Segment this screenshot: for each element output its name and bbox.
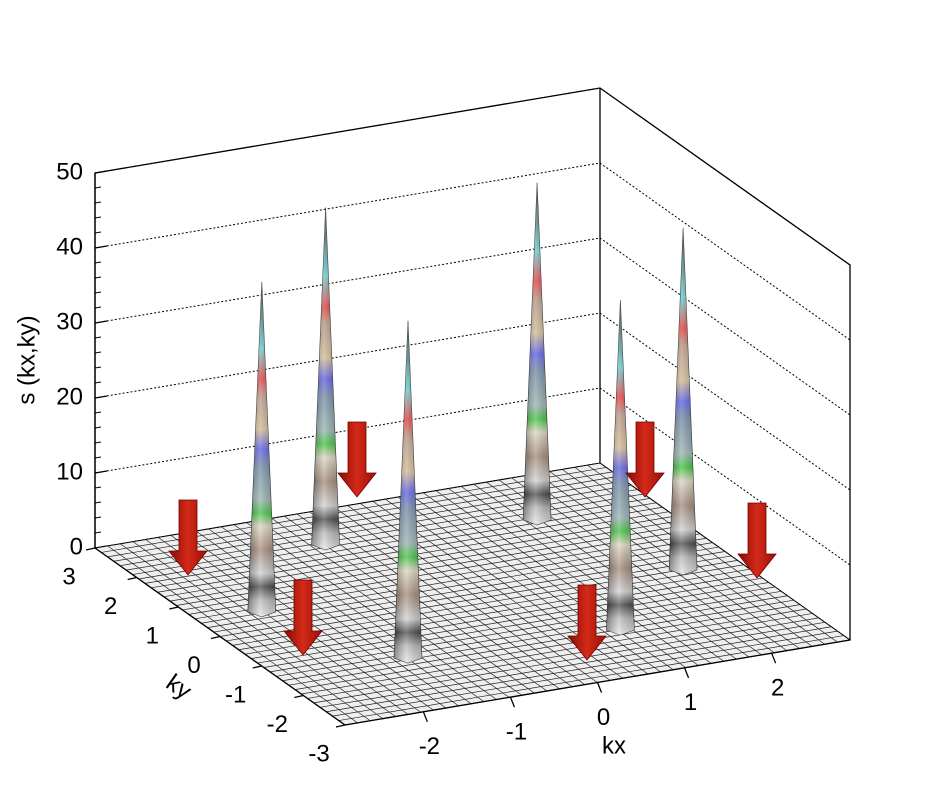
z-minor-tick (94, 351, 102, 354)
mesh-line (511, 477, 762, 656)
z-minor-tick (94, 261, 102, 264)
z-minor-tick (94, 201, 102, 204)
y-tick (169, 606, 179, 610)
x-tick-label: -1 (506, 718, 527, 745)
z-tick (94, 170, 108, 174)
grid-line (94, 237, 851, 416)
x-tick (422, 711, 428, 723)
peak-shade (394, 320, 422, 664)
x-tick (596, 682, 603, 693)
z-tick-label: 0 (70, 533, 83, 560)
y-tick (294, 694, 304, 699)
y-tick-label: -3 (308, 740, 329, 767)
z-tick-label: 10 (56, 458, 83, 485)
mesh-line (524, 475, 775, 654)
z-minor-tick (94, 456, 102, 459)
y-tick (252, 665, 262, 669)
z-minor-tick (94, 501, 102, 504)
y-tick (127, 576, 137, 581)
x-tick (683, 667, 690, 679)
z-minor-tick (94, 291, 102, 294)
z-minor-tick (94, 186, 102, 189)
z-minor-tick (94, 486, 102, 489)
y-tick (210, 635, 221, 640)
z-tick (94, 395, 108, 399)
y-tick-label: 0 (187, 652, 200, 679)
grid-line (94, 387, 851, 566)
z-minor-tick (94, 336, 102, 339)
grid-line (94, 87, 851, 266)
z-tick-label: 20 (56, 383, 83, 410)
z-minor-tick (94, 531, 102, 534)
x-tick (509, 696, 516, 708)
z-minor-tick (94, 231, 102, 234)
peak-shade (247, 281, 276, 617)
z-tick-label: 50 (56, 158, 83, 185)
mesh-line (144, 498, 651, 584)
z-minor-tick (94, 276, 102, 279)
x-tick-label: 0 (597, 704, 610, 731)
y-tick-label: 1 (146, 622, 159, 649)
arrow (337, 421, 377, 498)
z-tick (94, 320, 108, 324)
y-tick (335, 724, 346, 728)
mesh-line (397, 496, 649, 675)
z-minor-tick (94, 426, 102, 429)
peak-shade (606, 300, 635, 636)
y-tick-label: -1 (225, 681, 246, 708)
x-tick-label: -2 (419, 733, 440, 760)
mesh-line (448, 488, 699, 666)
mesh-line (460, 486, 712, 664)
z-tick (94, 470, 108, 474)
z-axis-title: s (kx,ky) (13, 315, 40, 404)
z-minor-tick (94, 411, 102, 414)
z-tick (94, 245, 108, 249)
z-tick-label: 30 (56, 308, 83, 335)
mesh-line (587, 464, 838, 643)
plot-area: 0 10 20 30 40 50 -2 -1 0 1 2 -3 -2 -1 0 1 2 3 (56, 87, 852, 767)
mesh-line (423, 492, 674, 671)
z-minor-tick (94, 516, 102, 519)
y-tick-label: 3 (62, 563, 75, 590)
y-tick-label: 2 (104, 593, 117, 620)
mesh-line (410, 494, 661, 673)
x-tick (771, 652, 777, 664)
grid-line (94, 312, 851, 491)
y-tick-label: -2 (267, 711, 288, 738)
mesh-line (536, 473, 788, 651)
x-tick-label: 2 (771, 675, 784, 702)
x-axis-title: kx (602, 732, 626, 759)
peak-shade (669, 227, 698, 575)
z-minor-tick (94, 441, 102, 444)
z-minor-tick (94, 381, 102, 384)
mesh-line (435, 490, 687, 668)
mesh-line (132, 489, 638, 575)
peak-shade (311, 207, 340, 550)
mesh-line (473, 483, 724, 662)
z-minor-tick (94, 216, 102, 219)
grid-line (94, 162, 851, 341)
peak-shade (523, 182, 552, 525)
z-minor-tick (94, 306, 102, 309)
x-tick-label: 1 (684, 689, 697, 716)
y-tick (85, 547, 96, 551)
mesh-line (138, 493, 644, 580)
z-minor-tick (94, 366, 102, 369)
z-tick-label: 40 (56, 233, 83, 260)
